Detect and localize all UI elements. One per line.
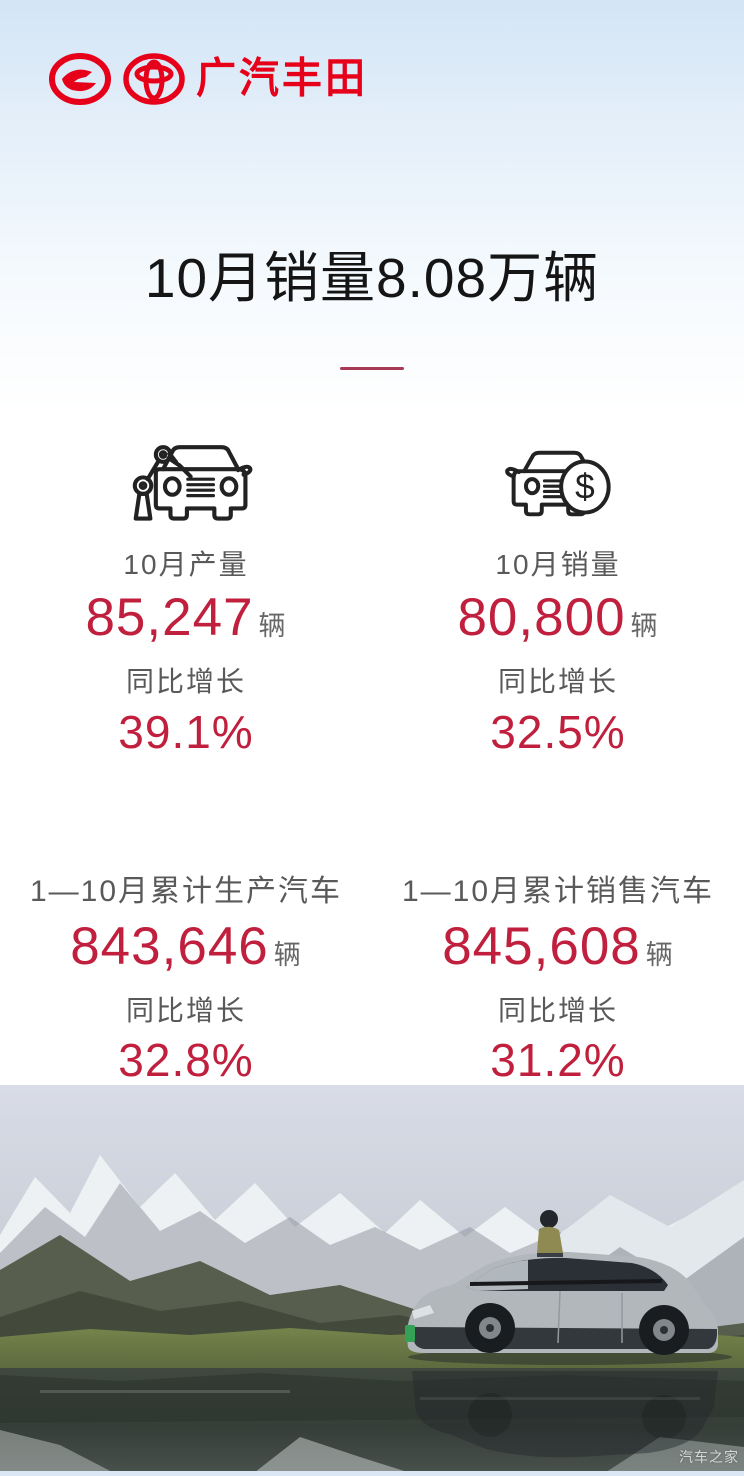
landscape-photo: 汽车之家 [0, 1085, 744, 1476]
stat-value: 85,247 [85, 588, 254, 648]
watermark: 汽车之家 [679, 1449, 739, 1465]
car-with-dollar-coin-icon: $ [372, 428, 744, 524]
stat-value-line: 80,800 辆 [372, 588, 744, 648]
cumulative-stats: 1—10月累计生产汽车 843,646 辆 同比增长 32.8% 1—10月累计销… [0, 874, 744, 1086]
growth-label: 同比增长 [497, 994, 618, 1026]
growth-value: 39.1% [118, 705, 254, 758]
growth-label: 同比增长 [125, 666, 246, 698]
stat-value: 843,646 [70, 916, 269, 976]
monthly-stats: 10月产量 85,247 辆 同比增长 39.1% [0, 428, 744, 758]
stat-unit: 辆 [273, 939, 302, 970]
robot-arm-assembling-car-icon [0, 428, 372, 524]
person-on-roof [537, 1210, 563, 1257]
growth-value: 32.5% [490, 705, 626, 758]
growth-label: 同比增长 [125, 994, 246, 1026]
stat-cumulative-sales: 1—10月累计销售汽车 845,608 辆 同比增长 31.2% [372, 874, 744, 1086]
stat-value: 845,608 [442, 916, 641, 976]
stat-unit: 辆 [645, 939, 674, 970]
svg-text:$: $ [575, 467, 595, 506]
growth-value: 31.2% [490, 1034, 626, 1087]
stat-unit: 辆 [630, 611, 659, 642]
page-title: 10月销量8.08万辆 [144, 247, 600, 309]
stat-unit: 辆 [258, 611, 287, 642]
gac-emblem-icon [48, 52, 112, 106]
stat-cumulative-production: 1—10月累计生产汽车 843,646 辆 同比增长 32.8% [0, 874, 372, 1086]
stat-value-line: 843,646 辆 [0, 916, 372, 976]
brand-header: 广汽丰田 [0, 0, 744, 106]
stat-value-line: 845,608 辆 [372, 916, 744, 976]
brand-logotype: 广汽丰田 [196, 55, 368, 103]
growth-label: 同比增长 [497, 666, 618, 698]
toyota-emblem-icon [122, 52, 186, 106]
bottom-strip [0, 1471, 744, 1476]
stat-label: 1—10月累计生产汽车 [29, 874, 343, 908]
silver-suv [405, 1251, 718, 1355]
stat-monthly-production: 10月产量 85,247 辆 同比增长 39.1% [0, 428, 372, 758]
title-divider [340, 366, 404, 370]
green-license-plate [405, 1325, 415, 1342]
stat-label: 10月产量 [123, 548, 249, 580]
stat-value-line: 85,247 辆 [0, 588, 372, 648]
stat-label: 1—10月累计销售汽车 [401, 874, 715, 908]
mountain-lake-car-scene [0, 1085, 744, 1476]
car-reflection [412, 1371, 718, 1458]
growth-value: 32.8% [118, 1034, 254, 1087]
stat-label: 10月销量 [495, 548, 621, 580]
stat-value: 80,800 [457, 588, 626, 648]
stat-monthly-sales: $ 10月销量 80,800 辆 同比增长 32.5% [372, 428, 744, 758]
